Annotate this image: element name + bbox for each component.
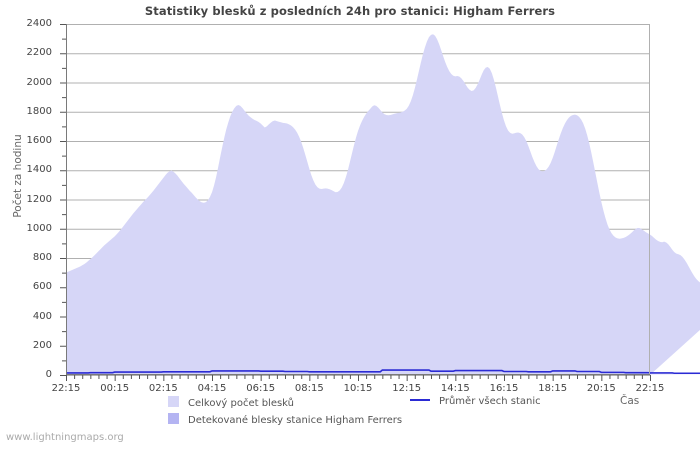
y-tick-label: 1400	[26, 164, 52, 176]
x-tick-label: 10:15	[343, 383, 373, 394]
x-tick-label: 18:15	[538, 383, 568, 394]
y-tick-label: 1200	[26, 193, 52, 205]
y-tick-label: 0	[45, 369, 52, 380]
x-tick-label: 00:15	[100, 383, 130, 394]
legend-line-average	[410, 399, 430, 401]
plot-svg	[60, 24, 700, 381]
y-tick-label: 2400	[26, 18, 52, 29]
x-tick-label: 20:15	[586, 383, 616, 394]
x-tick-label: 02:15	[148, 383, 178, 394]
legend-swatch-station	[168, 413, 179, 424]
y-tick-label: 1800	[26, 105, 52, 117]
y-tick-label: 200	[32, 339, 52, 351]
y-tick-label: 2200	[26, 47, 52, 59]
page-title: Statistiky blesků z posledních 24h pro s…	[144, 4, 556, 18]
legend-label-station: Detekované blesky stanice Higham Ferrers	[188, 415, 403, 426]
y-tick-label: 2000	[26, 76, 52, 88]
legend-item-station: Detekované blesky stanice Higham Ferrers	[168, 413, 402, 426]
legend-swatch-total	[168, 396, 179, 407]
legend-label-total: Celkový počet blesků	[188, 398, 295, 409]
x-tick-label: 22:15	[51, 383, 81, 394]
x-tick-label: 14:15	[440, 383, 470, 394]
x-tick-label: 08:15	[294, 383, 324, 394]
y-tick-label: 800	[32, 252, 52, 263]
x-tick-label: 22:15	[635, 383, 665, 394]
x-tick-label: 16:15	[489, 383, 519, 394]
legend-item-average: Průměr všech stanic	[410, 396, 541, 407]
y-tick-label: 1600	[26, 135, 52, 146]
y-tick-label: 400	[32, 310, 52, 322]
legend-item-total: Celkový počet blesků	[168, 396, 294, 409]
legend-label-average: Průměr všech stanic	[439, 396, 541, 407]
x-tick-label: 04:15	[197, 383, 227, 394]
plot-area	[60, 24, 700, 381]
chart-legend: Celkový počet blesků Detekované blesky s…	[0, 392, 700, 432]
watermark: www.lightningmaps.org	[6, 432, 124, 443]
y-tick-label: 600	[32, 281, 52, 293]
x-tick-label: 12:15	[392, 383, 422, 394]
x-tick-label: 06:15	[246, 383, 276, 394]
x-axis-title: Čas	[620, 395, 640, 407]
y-tick-label: 1000	[26, 222, 52, 234]
